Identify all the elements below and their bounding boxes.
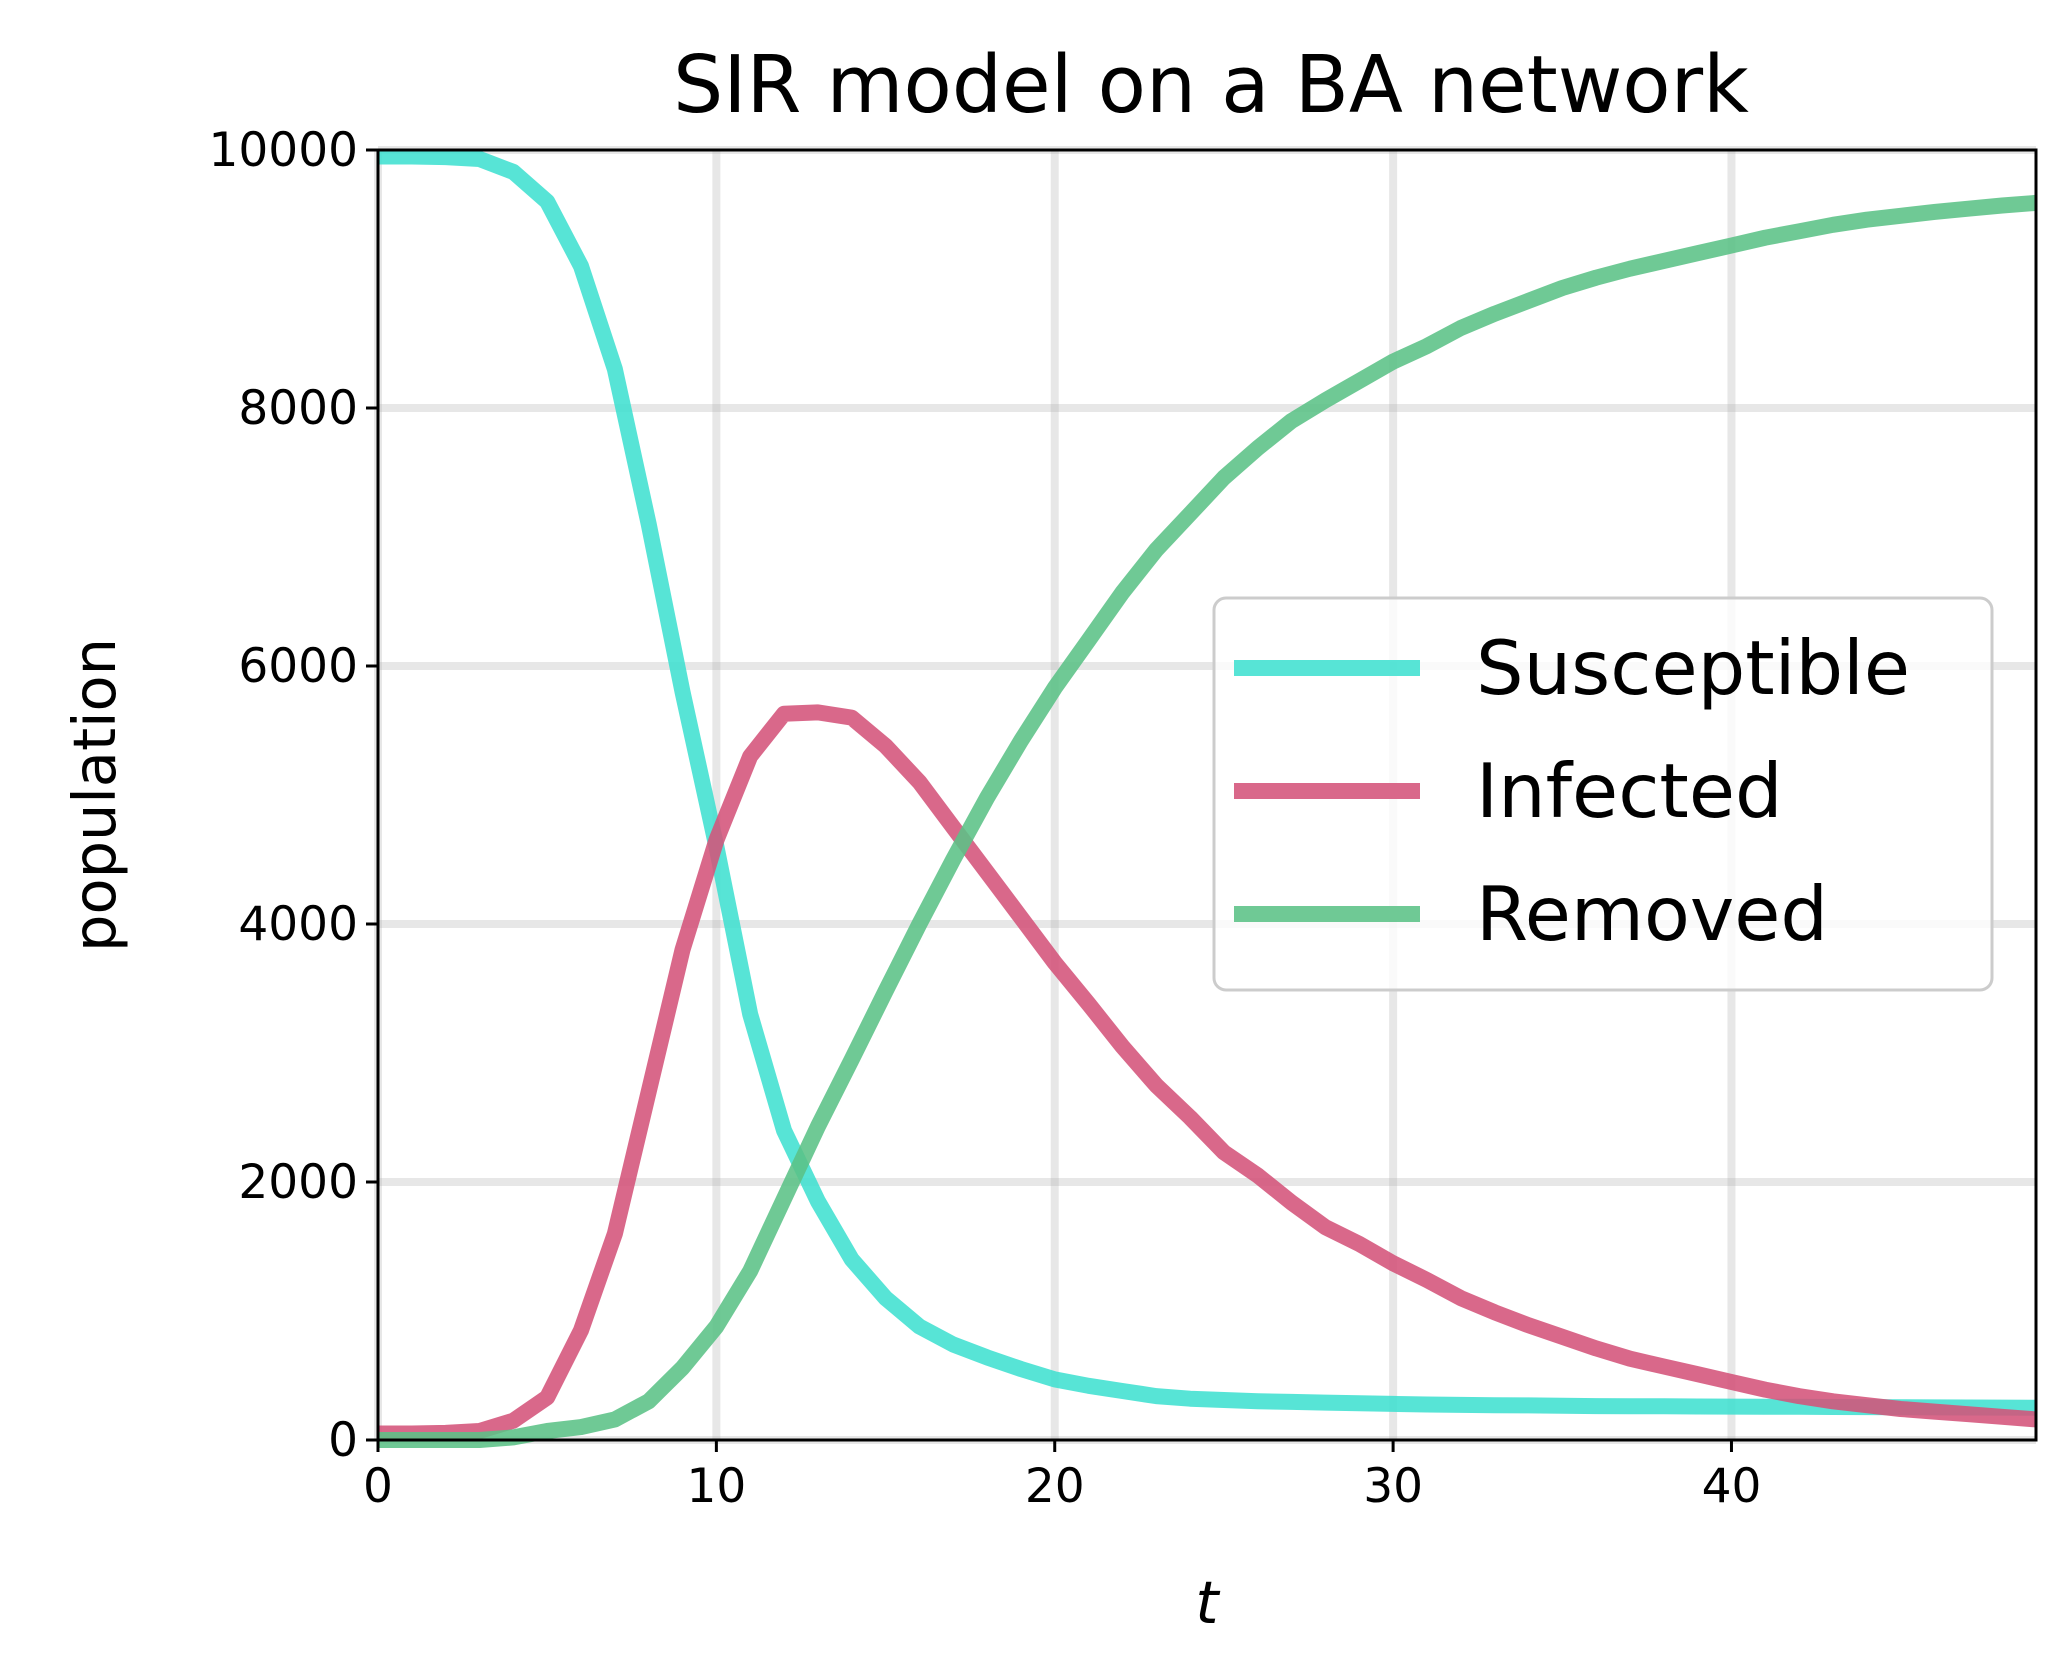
legend-label-removed: Removed <box>1476 870 1828 958</box>
x-axis-label: t <box>1195 1568 1220 1637</box>
legend-label-susceptible: Susceptible <box>1476 624 1910 712</box>
y-tick-label: 8000 <box>238 381 358 436</box>
series-layer <box>378 148 2037 1448</box>
series-line-removed <box>378 194 2037 1448</box>
x-tick-label: 30 <box>1363 1459 1423 1514</box>
x-tick-label: 10 <box>686 1459 746 1514</box>
y-tick-label: 4000 <box>238 897 358 952</box>
x-tick-label: 40 <box>1702 1459 1762 1514</box>
legend-label-infected: Infected <box>1476 747 1783 835</box>
y-tick-label: 2000 <box>238 1155 358 1210</box>
x-axis: 0 10 20 30 40 <box>363 1440 1761 1514</box>
y-axis-label: population <box>60 638 129 952</box>
y-tick-label: 6000 <box>238 639 358 694</box>
x-tick-label: 20 <box>1025 1459 1085 1514</box>
chart-title: SIR model on a BA network <box>673 39 1749 131</box>
plot-frame <box>376 148 2038 1442</box>
y-axis: 0 2000 4000 6000 8000 10000 <box>208 123 378 1468</box>
legend: Susceptible Infected Removed <box>1212 596 1994 992</box>
y-tick-label: 10000 <box>208 123 358 178</box>
legend-box <box>1212 596 1994 992</box>
x-tick-label: 0 <box>363 1459 393 1514</box>
series-line-infected <box>378 704 2037 1442</box>
series-line-susceptible <box>378 148 2037 1416</box>
y-tick-label: 0 <box>328 1413 358 1468</box>
